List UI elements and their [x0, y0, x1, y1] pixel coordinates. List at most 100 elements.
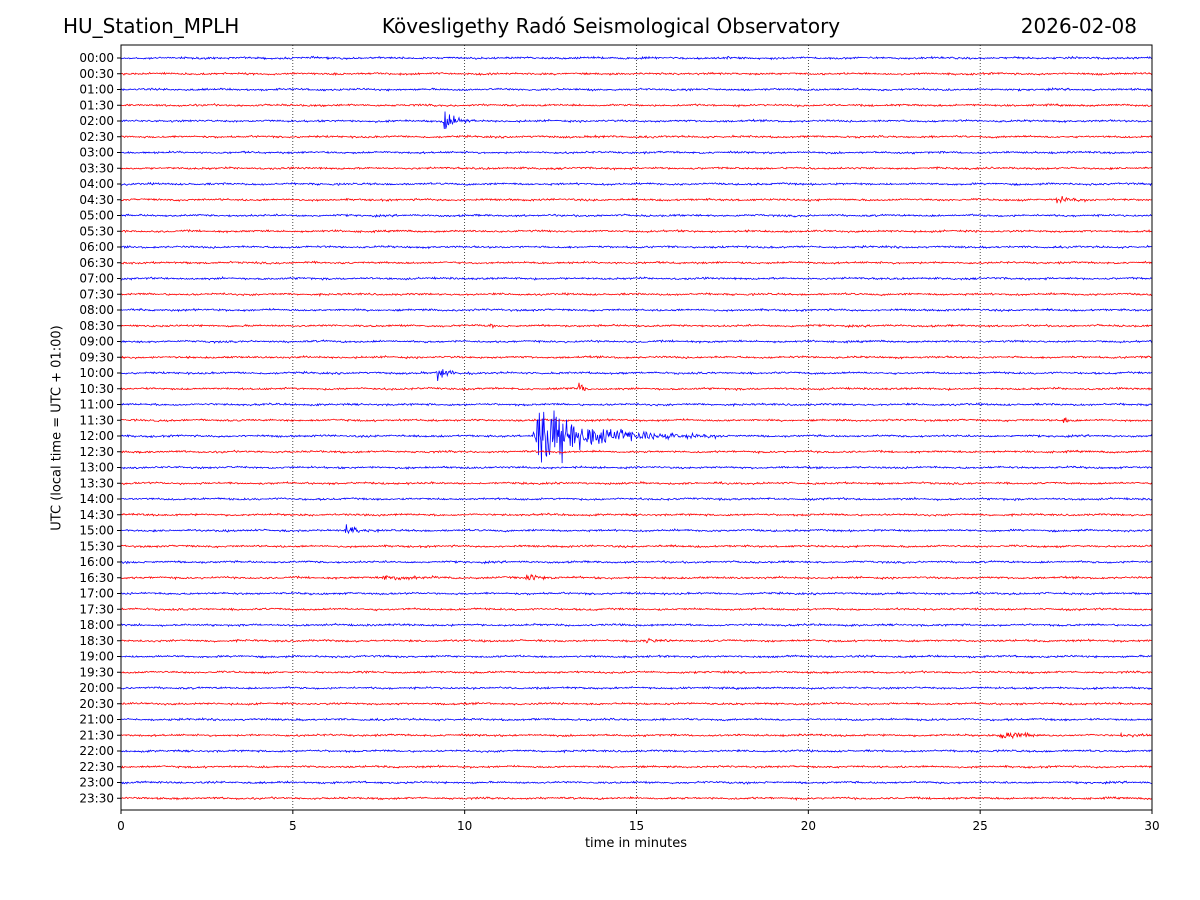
y-tick-label: 21:30 — [79, 728, 114, 742]
y-tick-label: 02:00 — [79, 114, 114, 128]
trace-2000 — [120, 685, 1153, 691]
y-tick-label: 06:00 — [79, 240, 114, 254]
trace-1800 — [120, 622, 1153, 628]
y-tick-label: 13:00 — [79, 461, 114, 475]
trace-1130 — [120, 417, 1153, 424]
trace-0730 — [120, 291, 1153, 297]
trace-1230 — [120, 449, 1153, 455]
trace-0830 — [120, 323, 1153, 330]
x-tick-label: 30 — [1144, 819, 1159, 833]
y-tick-label: 23:30 — [79, 791, 114, 805]
trace-0100 — [120, 87, 1153, 92]
trace-1700 — [120, 591, 1153, 596]
y-tick-label: 01:00 — [79, 83, 114, 97]
trace-1730 — [120, 607, 1153, 612]
x-tick-label: 15 — [629, 819, 644, 833]
y-tick-label: 14:00 — [79, 492, 114, 506]
y-tick-label: 08:30 — [79, 319, 114, 333]
y-tick-label: 03:30 — [79, 161, 114, 175]
x-tick-label: 5 — [289, 819, 297, 833]
y-tick-label: 21:00 — [79, 713, 114, 727]
x-axis-label: time in minutes — [584, 836, 688, 851]
y-tick-label: 00:00 — [79, 51, 114, 65]
y-tick-label: 01:30 — [79, 98, 114, 112]
trace-1430 — [120, 512, 1153, 518]
y-tick-label: 09:30 — [79, 350, 114, 364]
y-tick-label: 02:30 — [79, 130, 114, 144]
y-tick-label: 07:30 — [79, 287, 114, 301]
y-tick-label: 22:30 — [79, 760, 114, 774]
y-tick-label: 05:00 — [79, 209, 114, 223]
y-tick-label: 16:30 — [79, 571, 114, 585]
trace-1630 — [120, 573, 1153, 581]
y-tick-label: 15:00 — [79, 524, 114, 538]
trace-0500 — [120, 213, 1153, 218]
y-tick-label: 18:00 — [79, 618, 114, 632]
y-tick-label: 08:00 — [79, 303, 114, 317]
y-tick-label: 18:30 — [79, 634, 114, 648]
y-tick-label: 19:00 — [79, 650, 114, 664]
x-tick-label: 25 — [973, 819, 988, 833]
trace-2130 — [120, 731, 1153, 740]
trace-0600 — [120, 244, 1153, 250]
y-tick-label: 17:30 — [79, 602, 114, 616]
y-tick-label: 03:00 — [79, 146, 114, 160]
y-tick-label: 04:00 — [79, 177, 114, 191]
trace-0700 — [120, 276, 1153, 281]
trace-2230 — [120, 764, 1153, 769]
trace-2330 — [120, 796, 1153, 801]
y-tick-label: 11:30 — [79, 413, 114, 427]
trace-0430 — [120, 195, 1153, 204]
trace-1400 — [120, 496, 1153, 502]
y-tick-label: 12:30 — [79, 445, 114, 459]
trace-0130 — [120, 103, 1153, 108]
trace-0930 — [120, 354, 1153, 360]
y-tick-label: 17:00 — [79, 587, 114, 601]
chart-title: Kövesligethy Radó Seismological Observat… — [381, 14, 841, 38]
y-tick-label: 06:30 — [79, 256, 114, 270]
trace-0230 — [120, 134, 1153, 140]
y-tick-label: 20:30 — [79, 697, 114, 711]
trace-0530 — [120, 229, 1153, 234]
y-tick-label: 12:00 — [79, 429, 114, 443]
trace-0800 — [120, 307, 1153, 313]
trace-0400 — [120, 181, 1153, 187]
trace-1000 — [120, 369, 1153, 382]
trace-2200 — [120, 748, 1153, 754]
trace-0200 — [120, 111, 1153, 130]
trace-1300 — [120, 465, 1153, 470]
trace-1900 — [120, 654, 1153, 659]
trace-1600 — [120, 559, 1153, 565]
trace-1030 — [120, 382, 1153, 392]
y-tick-label: 00:30 — [79, 67, 114, 81]
trace-0000 — [120, 55, 1153, 61]
y-tick-label: 09:00 — [79, 335, 114, 349]
y-tick-label: 22:00 — [79, 744, 114, 758]
trace-1200 — [120, 410, 1153, 464]
y-tick-label: 10:30 — [79, 382, 114, 396]
trace-1100 — [120, 402, 1153, 408]
chart-date: 2026-02-08 — [1020, 14, 1137, 38]
y-tick-label: 16:00 — [79, 555, 114, 569]
y-tick-label: 04:30 — [79, 193, 114, 207]
x-tick-label: 10 — [457, 819, 472, 833]
trace-1930 — [120, 670, 1153, 675]
trace-1530 — [120, 544, 1153, 549]
x-tick-label: 20 — [801, 819, 816, 833]
trace-0630 — [120, 260, 1153, 265]
y-tick-label: 11:00 — [79, 398, 114, 412]
trace-2300 — [120, 780, 1153, 785]
trace-0900 — [120, 339, 1153, 344]
y-axis-label: UTC (local time = UTC + 01:00) — [49, 325, 65, 531]
trace-1500 — [120, 524, 1153, 535]
trace-0030 — [120, 71, 1153, 77]
y-tick-label: 15:30 — [79, 539, 114, 553]
y-tick-label: 23:00 — [79, 776, 114, 790]
station-name: HU_Station_MPLH — [63, 14, 240, 38]
trace-1830 — [120, 637, 1153, 644]
trace-2100 — [120, 717, 1152, 722]
y-tick-label: 13:30 — [79, 476, 114, 490]
trace-2030 — [120, 701, 1153, 706]
y-tick-label: 05:30 — [79, 224, 114, 238]
